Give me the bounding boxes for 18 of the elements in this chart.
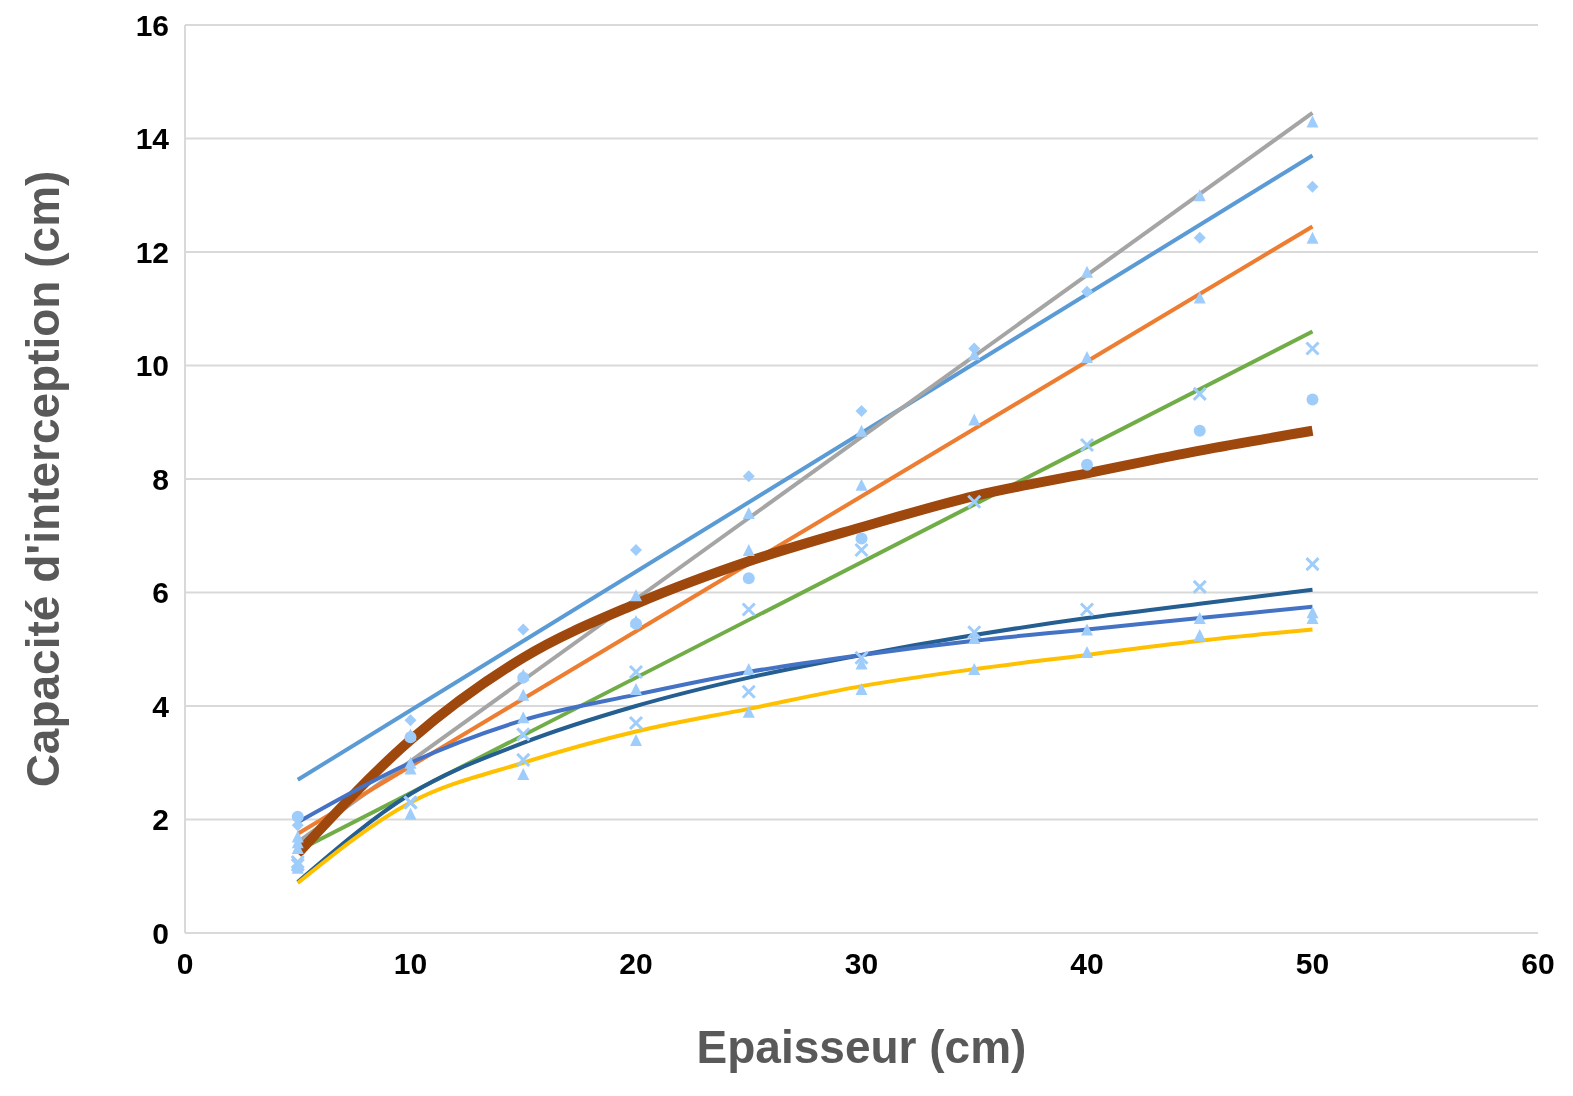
y-tick-label: 2 — [152, 803, 169, 837]
x-tick-label: 50 — [1295, 947, 1330, 981]
y-tick-label: 8 — [152, 462, 169, 496]
y-tick-label: 4 — [152, 689, 170, 723]
y-tick-label: 10 — [135, 349, 169, 383]
y-tick-label: 0 — [152, 916, 169, 950]
y-tick-label: 12 — [135, 235, 169, 269]
y-tick-label: 16 — [135, 8, 169, 42]
x-tick-label: 40 — [1070, 947, 1104, 981]
x-tick-label: 20 — [619, 947, 653, 981]
y-tick-label: 14 — [135, 122, 170, 156]
x-axis-title: Epaisseur (cm) — [696, 1021, 1027, 1073]
x-tick-label: 10 — [393, 947, 428, 981]
x-tick-label: 60 — [1521, 947, 1555, 981]
x-tick-label: 30 — [844, 947, 879, 981]
y-axis-title: Capacité d'interception (cm) — [17, 170, 69, 788]
y-tick-label: 6 — [152, 576, 169, 610]
x-tick-label: 0 — [176, 947, 194, 981]
